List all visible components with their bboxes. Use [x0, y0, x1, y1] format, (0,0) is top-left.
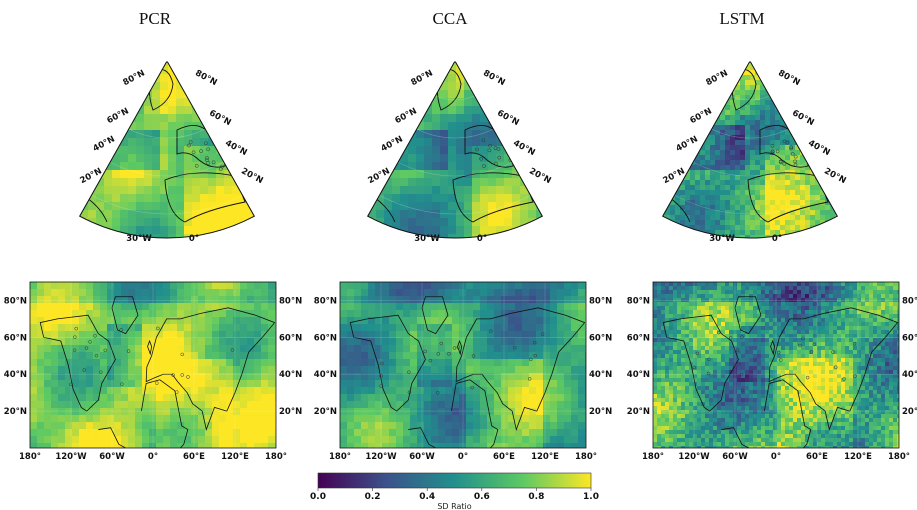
lat-label-left: 60°N	[393, 106, 418, 126]
lat-label-right: 60°N	[790, 108, 815, 128]
global-maps: 80°N 80°N 60°N 60°N 40°N 40°N 20°N 20°N 180° 120°…	[4, 281, 917, 462]
lat-label-right: 20°N	[822, 166, 847, 186]
lon-label: 60°E	[806, 452, 828, 462]
lon-label: 0°	[189, 234, 199, 244]
model-title-pcr: PCR	[139, 9, 172, 28]
lat-label-left: 20°N	[4, 407, 27, 417]
colorbar-gradient	[317, 472, 592, 489]
lat-label-right: 40°N	[806, 138, 831, 158]
lon-label: 30°W	[414, 234, 440, 244]
lat-label-right: 40°N	[279, 370, 302, 380]
lon-label: 120°E	[531, 452, 559, 462]
lon-label: 0°	[772, 234, 782, 244]
lat-label-left: 80°N	[704, 68, 729, 88]
model-title-cca: CCA	[433, 9, 469, 28]
lat-label-left: 60°N	[105, 106, 130, 126]
regional-map-pcr: 80°N60°N40°N20°N80°N60°N40°N20°N30°W 0°	[78, 61, 265, 244]
lat-label-left: 20°N	[627, 407, 650, 417]
regional-maps: 80°N 60°N 40°N 20°N 80°N 60°N 40°N 20°N 30°W 0° 80…	[78, 61, 848, 244]
lat-label-left: 80°N	[409, 68, 434, 88]
lat-label-left: 40°N	[314, 370, 337, 380]
lon-label: 60°W	[99, 452, 125, 462]
lat-label-left: 40°N	[674, 134, 699, 154]
global-map-pcr: 80°N 80°N 60°N 60°N 40°N 40°N 20°N 20°N 180° 120°…	[4, 281, 302, 462]
lon-label: 30°W	[126, 234, 152, 244]
colorbar-tick-label: 0.6	[474, 492, 490, 502]
lat-label-left: 80°N	[121, 68, 146, 88]
global-map-lstm: 80°N 80°N 60°N 60°N 40°N 40°N 20°N 20°N 180° 120°…	[627, 281, 917, 462]
lat-label-right: 80°N	[902, 296, 917, 306]
lat-label-left: 80°N	[627, 296, 650, 306]
lat-label-right: 20°N	[589, 407, 612, 417]
model-title-lstm: LSTM	[719, 9, 764, 28]
lat-label-left: 60°N	[627, 333, 650, 343]
lat-label-right: 40°N	[589, 370, 612, 380]
lon-label: 120°E	[221, 452, 249, 462]
lat-label-left: 60°N	[314, 333, 337, 343]
lon-label: 120°W	[678, 452, 710, 462]
lat-label-left: 80°N	[314, 296, 337, 306]
lon-label: 0°	[771, 452, 781, 462]
lon-label: 180°	[329, 452, 351, 462]
lon-label: 0°	[458, 452, 468, 462]
lat-label-right: 80°N	[589, 296, 612, 306]
lat-label-left: 40°N	[627, 370, 650, 380]
regional-map-lstm: 80°N60°N40°N20°N80°N60°N40°N20°N30°W 0°	[661, 61, 848, 244]
lat-label-right: 40°N	[902, 370, 917, 380]
lat-label-right: 40°N	[223, 138, 248, 158]
colorbar-tick-label: 0.4	[419, 492, 435, 502]
lat-label-right: 80°N	[279, 296, 302, 306]
colorbar-tick-label: 1.0	[583, 492, 599, 502]
lon-label: 180°	[642, 452, 664, 462]
lat-label-left: 60°N	[688, 106, 713, 126]
lon-label: 60°E	[183, 452, 205, 462]
lon-label: 30°W	[709, 234, 735, 244]
lon-label: 60°W	[409, 452, 435, 462]
model-titles: PCR CCA LSTM	[139, 9, 765, 28]
lat-label-right: 60°N	[279, 333, 302, 343]
lat-label-right: 60°N	[589, 333, 612, 343]
lat-label-left: 40°N	[91, 134, 116, 154]
global-map-cca: 80°N 80°N 60°N 60°N 40°N 40°N 20°N 20°N 180° 120°…	[314, 281, 612, 462]
lon-label: 0°	[477, 234, 487, 244]
lat-label-left: 80°N	[4, 296, 27, 306]
lat-label-right: 20°N	[902, 407, 917, 417]
lat-label-right: 80°N	[776, 68, 801, 88]
lat-label-left: 40°N	[379, 134, 404, 154]
regional-map-cca: 80°N60°N40°N20°N80°N60°N40°N20°N30°W 0°	[366, 61, 553, 244]
lat-label-right: 80°N	[481, 68, 506, 88]
lon-label: 120°W	[55, 452, 87, 462]
lat-label-right: 80°N	[193, 68, 218, 88]
colorbar-tick-label: 0.2	[365, 492, 381, 502]
lat-label-right: 60°N	[495, 108, 520, 128]
colorbar-tick-label: 0.0	[310, 492, 326, 502]
lat-label-left: 40°N	[4, 370, 27, 380]
colorbar-label: SD Ratio	[437, 502, 471, 510]
lat-label-left: 60°N	[4, 333, 27, 343]
colorbar: 0.0 0.2 0.4 0.6 0.8 1.0 SD Ratio	[310, 472, 599, 510]
lon-label: 120°W	[365, 452, 397, 462]
colorbar-tick-label: 0.8	[528, 492, 544, 502]
lat-label-right: 20°N	[527, 166, 552, 186]
lon-label: 180°	[265, 452, 287, 462]
lon-label: 60°E	[493, 452, 515, 462]
lat-label-right: 40°N	[511, 138, 536, 158]
lat-label-right: 60°N	[207, 108, 232, 128]
lat-label-left: 20°N	[314, 407, 337, 417]
lon-label: 0°	[148, 452, 158, 462]
lon-label: 180°	[575, 452, 597, 462]
lat-label-right: 20°N	[239, 166, 264, 186]
lon-label: 60°W	[722, 452, 748, 462]
lon-label: 180°	[888, 452, 910, 462]
lat-label-right: 60°N	[902, 333, 917, 343]
lat-label-right: 20°N	[279, 407, 302, 417]
lon-label: 120°E	[844, 452, 872, 462]
lon-label: 180°	[19, 452, 41, 462]
